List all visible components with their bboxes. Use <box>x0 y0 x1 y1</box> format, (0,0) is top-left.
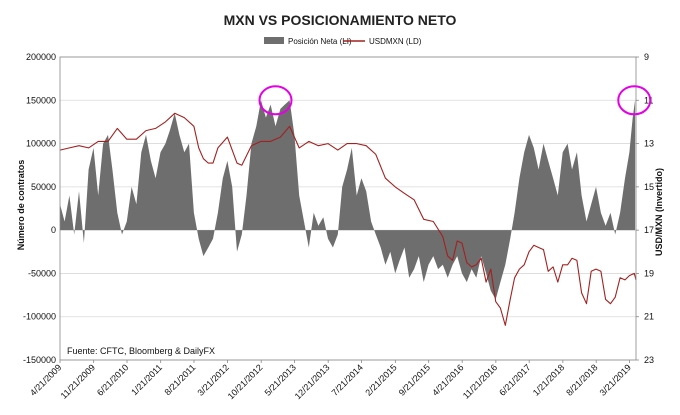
right-tick-label: 15 <box>644 182 654 192</box>
area-series <box>60 100 636 300</box>
legend: Posición Neta (LI) USDMXN (LD) <box>264 37 422 46</box>
legend-swatch-area <box>264 37 284 44</box>
chart-title: MXN VS POSICIONAMIENTO NETO <box>224 12 457 28</box>
line-series <box>59 112 637 326</box>
right-tick-label: 9 <box>644 52 649 62</box>
highlight-circle <box>617 85 652 116</box>
usdmxn-line <box>59 112 637 326</box>
left-axis-ticks: 200000 150000 100000 50000 0 -50000 -100000 -15… <box>23 52 56 365</box>
left-axis-title: Número de contratos <box>16 160 26 251</box>
net-position-area <box>60 100 636 300</box>
left-tick-label: 50000 <box>31 182 56 192</box>
left-tick-label: 0 <box>51 225 56 235</box>
right-tick-label: 17 <box>644 225 654 235</box>
left-tick-label: 150000 <box>26 95 56 105</box>
left-tick-label: 200000 <box>26 52 56 62</box>
legend-label-area: Posición Neta (LI) <box>288 37 352 46</box>
left-tick-label: -50000 <box>28 268 56 278</box>
left-tick-label: -150000 <box>23 355 56 365</box>
right-tick-label: 23 <box>644 355 654 365</box>
right-tick-label: 21 <box>644 312 654 322</box>
plot-frame <box>59 56 637 361</box>
left-tick-label: 100000 <box>26 139 56 149</box>
right-axis-title: USD/MXN (Invertido) <box>654 168 664 256</box>
right-tick-label: 11 <box>644 95 653 105</box>
legend-label-line: USDMXN (LD) <box>369 37 422 46</box>
left-tick-label: -100000 <box>23 312 56 322</box>
right-axis-ticks: 9 11 13 15 17 19 21 23 <box>636 52 654 365</box>
highlight-circle <box>258 85 293 116</box>
annotations <box>258 85 652 116</box>
source-note: Fuente: CFTC, Bloomberg & DailyFX <box>67 346 215 356</box>
right-tick-label: 19 <box>644 268 654 278</box>
right-tick-label: 13 <box>644 139 654 149</box>
